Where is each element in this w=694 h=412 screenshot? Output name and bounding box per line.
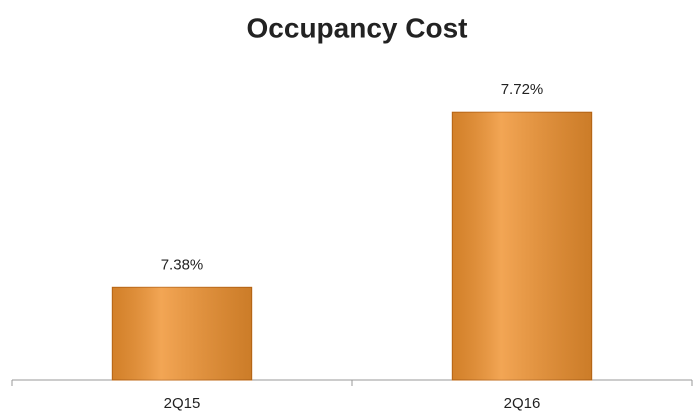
bar: [451, 111, 593, 381]
chart-title: Occupancy Cost: [247, 12, 468, 43]
x-tick-label: 2Q15: [164, 395, 201, 412]
bar: [111, 286, 253, 381]
data-label: 7.72%: [501, 81, 544, 98]
x-tick-label: 2Q16: [504, 395, 541, 412]
data-label: 7.38%: [161, 256, 204, 273]
